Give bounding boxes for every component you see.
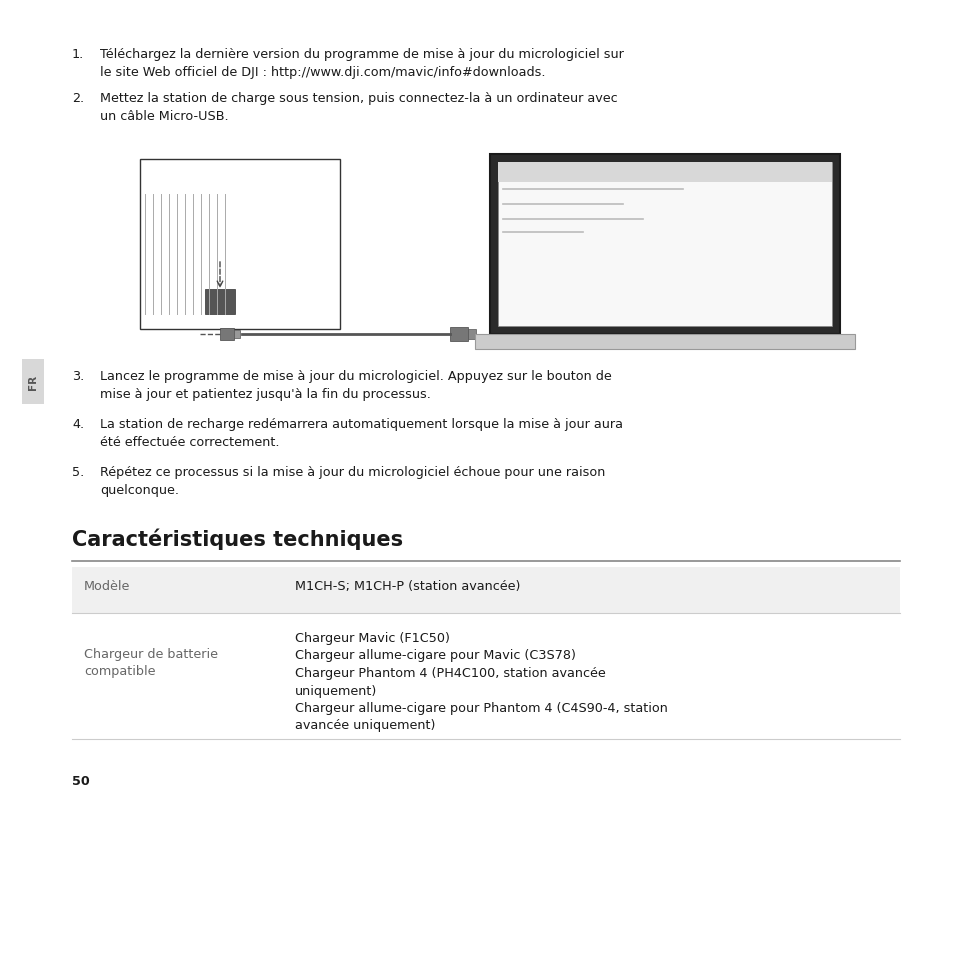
Text: quelconque.: quelconque. (100, 483, 179, 497)
Text: M1CH-S; M1CH-P (station avancée): M1CH-S; M1CH-P (station avancée) (294, 579, 519, 593)
Text: La station de recharge redémarrera automatiquement lorsque la mise à jour aura: La station de recharge redémarrera autom… (100, 417, 622, 431)
Text: le site Web officiel de DJI : http://www.dji.com/mavic/info#downloads.: le site Web officiel de DJI : http://www… (100, 66, 545, 79)
Bar (205, 290, 234, 314)
Bar (490, 154, 840, 335)
Text: Répétez ce processus si la mise à jour du micrologiciel échoue pour une raison: Répétez ce processus si la mise à jour d… (100, 465, 605, 478)
Text: compatible: compatible (84, 665, 155, 678)
Text: Téléchargez la dernière version du programme de mise à jour du micrologiciel sur: Téléchargez la dernière version du progr… (100, 48, 623, 61)
Text: 2.: 2. (71, 91, 84, 105)
Text: Chargeur allume-cigare pour Mavic (C3S78): Chargeur allume-cigare pour Mavic (C3S78… (294, 649, 576, 661)
Text: 1.: 1. (71, 48, 84, 61)
Text: Mettez la station de charge sous tension, puis connectez-la à un ordinateur avec: Mettez la station de charge sous tension… (100, 91, 617, 105)
Text: été effectuée correctement.: été effectuée correctement. (100, 436, 279, 449)
Text: 4.: 4. (71, 417, 84, 431)
Text: Caractéristiques techniques: Caractéristiques techniques (71, 527, 403, 549)
Text: 5.: 5. (71, 465, 84, 478)
Text: Chargeur Phantom 4 (PH4C100, station avancée: Chargeur Phantom 4 (PH4C100, station ava… (294, 666, 605, 679)
Text: mise à jour et patientez jusqu'à la fin du processus.: mise à jour et patientez jusqu'à la fin … (100, 388, 431, 400)
Text: 50: 50 (71, 774, 90, 787)
Text: uniquement): uniquement) (294, 684, 376, 697)
Bar (22, 359, 44, 405)
Bar (497, 163, 831, 183)
Text: un câble Micro-USB.: un câble Micro-USB. (100, 110, 229, 123)
Text: Chargeur allume-cigare pour Phantom 4 (C4S90-4, station: Chargeur allume-cigare pour Phantom 4 (C… (294, 701, 667, 714)
Bar (468, 330, 476, 339)
Text: FR: FR (28, 375, 38, 390)
Text: Chargeur Mavic (F1C50): Chargeur Mavic (F1C50) (294, 631, 450, 644)
Text: 3.: 3. (71, 370, 84, 382)
Bar (497, 163, 831, 327)
Bar (220, 329, 233, 340)
Bar (233, 331, 240, 338)
Bar (140, 160, 339, 330)
Text: avancée uniquement): avancée uniquement) (294, 719, 435, 732)
Bar (475, 335, 854, 350)
Text: Modèle: Modèle (84, 579, 131, 593)
Bar (71, 567, 899, 614)
Text: Lancez le programme de mise à jour du micrologiciel. Appuyez sur le bouton de: Lancez le programme de mise à jour du mi… (100, 370, 611, 382)
Bar (450, 328, 468, 341)
Text: Chargeur de batterie: Chargeur de batterie (84, 647, 218, 660)
